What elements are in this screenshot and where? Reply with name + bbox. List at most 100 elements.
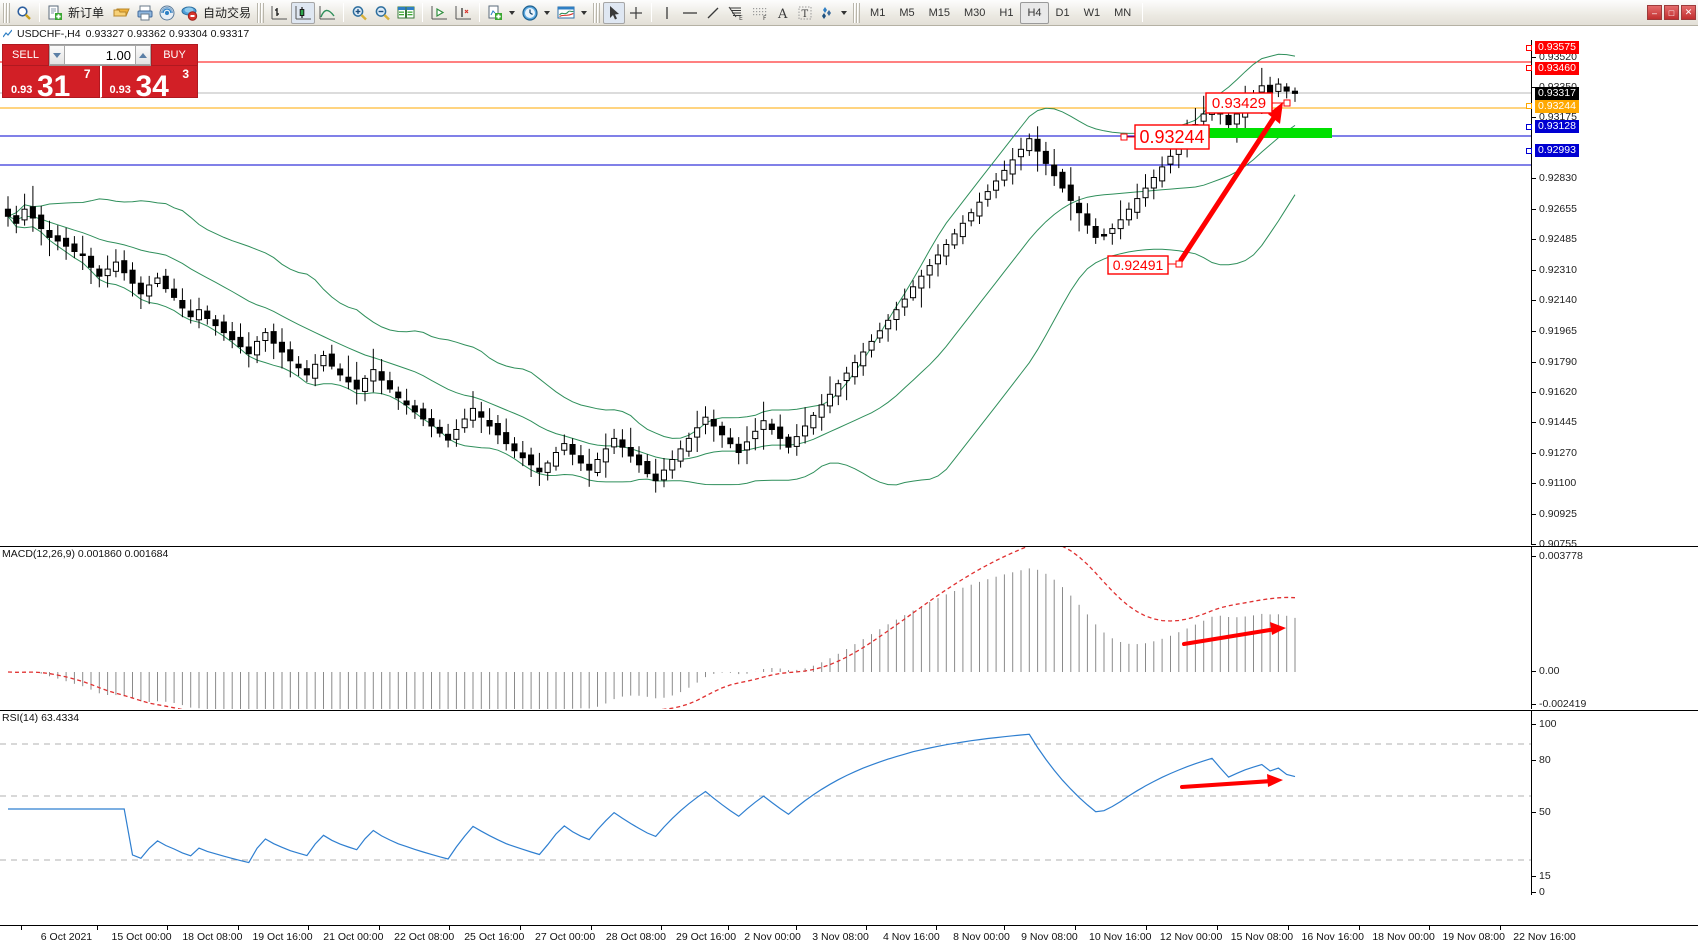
zoom-in-icon[interactable] bbox=[348, 2, 371, 24]
svg-text:F: F bbox=[763, 15, 767, 21]
time-tick bbox=[1216, 926, 1218, 930]
price-level-handle[interactable] bbox=[1526, 65, 1532, 72]
new-chart-icon[interactable] bbox=[484, 2, 506, 24]
chart-symbol-label: USDCHF-,H4 bbox=[17, 27, 81, 40]
timeframe-d1[interactable]: D1 bbox=[1055, 6, 1070, 19]
time-tick-label: 22 Oct 08:00 bbox=[394, 931, 455, 943]
buy-button[interactable]: BUY bbox=[151, 44, 198, 66]
volume-stepper[interactable]: 1.00 bbox=[49, 44, 151, 66]
price-level-badge[interactable]: 0.93317 bbox=[1535, 86, 1579, 100]
price-level-badge[interactable]: 0.92993 bbox=[1535, 144, 1579, 158]
price-level-badge[interactable]: 0.93244 bbox=[1535, 99, 1579, 113]
annotation-0-93244: 0.93244 bbox=[1120, 124, 1210, 150]
rsi-plot-area[interactable] bbox=[0, 711, 1531, 895]
equidistant-channel-icon[interactable]: F bbox=[748, 2, 772, 24]
new-order-icon[interactable] bbox=[44, 2, 66, 24]
grid-icon[interactable] bbox=[451, 2, 475, 24]
sell-button[interactable]: SELL bbox=[2, 44, 49, 66]
time-tick-label: 18 Oct 08:00 bbox=[182, 931, 243, 943]
price-level-badge[interactable]: 0.93575 bbox=[1535, 41, 1579, 55]
timeframe-w1[interactable]: W1 bbox=[1083, 6, 1101, 19]
objects-icon[interactable] bbox=[816, 2, 838, 24]
bar-chart-icon[interactable] bbox=[267, 2, 291, 24]
period-dropdown-icon[interactable] bbox=[544, 10, 551, 15]
rsi-label: RSI(14) 63.4334 bbox=[2, 712, 80, 724]
rsi-svg bbox=[0, 733, 1531, 864]
period-icon[interactable] bbox=[519, 2, 541, 24]
price-level-handle[interactable] bbox=[1526, 123, 1532, 130]
line-chart-icon[interactable] bbox=[315, 2, 339, 24]
indicators-dropdown-icon[interactable] bbox=[581, 10, 588, 15]
price-level-badge[interactable]: 0.93128 bbox=[1535, 120, 1579, 134]
new-chart-dropdown-icon[interactable] bbox=[509, 10, 516, 15]
time-axis[interactable]: 6 Oct 2021 15 Oct 00:00 18 Oct 08:00 19 Oct… bbox=[0, 925, 1698, 950]
vline-icon[interactable] bbox=[656, 2, 678, 24]
price-plot-area[interactable]: 0.93429 0.93244 0.92491 bbox=[0, 40, 1531, 545]
price-level-badge[interactable]: 0.93460 bbox=[1535, 61, 1579, 75]
printer-icon[interactable] bbox=[134, 2, 156, 24]
close-button[interactable]: ✕ bbox=[1681, 5, 1696, 20]
timeframe-m15[interactable]: M15 bbox=[928, 6, 950, 19]
toolbar-grip[interactable] bbox=[3, 2, 10, 23]
objects-dropdown-icon[interactable] bbox=[841, 10, 848, 15]
trendline-icon[interactable] bbox=[702, 2, 724, 24]
sell-price-display[interactable]: 0.93 31 7 bbox=[2, 66, 100, 98]
sell-price-main: 31 bbox=[37, 70, 71, 98]
chart-ohlc-values: 0.93327 0.93362 0.93304 0.93317 bbox=[85, 27, 250, 40]
time-tick-label: 29 Oct 16:00 bbox=[675, 931, 737, 943]
time-tick bbox=[167, 926, 169, 930]
toolbar-grip-3[interactable] bbox=[593, 2, 601, 23]
zoom-out-icon[interactable] bbox=[371, 2, 394, 24]
rsi-scale[interactable]: 100 80 50 15 0 bbox=[1531, 711, 1698, 898]
timeframe-m5[interactable]: M5 bbox=[899, 6, 915, 19]
indicators-icon[interactable] bbox=[554, 2, 578, 24]
time-tick bbox=[1358, 926, 1360, 930]
new-order-label[interactable]: 新订单 bbox=[68, 6, 105, 20]
price-pane[interactable]: 0.93429 0.93244 0.92491 bbox=[0, 40, 1698, 550]
macd-scale[interactable]: 0.003778 0.00 -0.002419 bbox=[1531, 547, 1698, 710]
timeframe-h1[interactable]: H1 bbox=[999, 6, 1014, 19]
folder-icon[interactable] bbox=[110, 2, 134, 24]
cursor-icon[interactable] bbox=[603, 1, 626, 24]
time-tick bbox=[308, 926, 310, 930]
sell-price-fraction: 7 bbox=[83, 67, 91, 81]
timeframe-m1[interactable]: M1 bbox=[870, 6, 886, 19]
label-icon[interactable]: T bbox=[794, 2, 816, 24]
hline-icon[interactable] bbox=[678, 2, 702, 24]
autotrading-icon[interactable] bbox=[178, 2, 201, 24]
data-window-icon[interactable] bbox=[427, 2, 451, 24]
price-chart-svg: 0.93429 0.93244 0.92491 bbox=[0, 53, 1531, 493]
macd-svg bbox=[7, 547, 1296, 709]
price-level-handle[interactable] bbox=[1526, 147, 1532, 154]
candlestick-icon[interactable] bbox=[291, 1, 316, 24]
volume-increment-button[interactable] bbox=[135, 45, 151, 65]
fibonacci-icon[interactable]: E bbox=[724, 2, 748, 24]
time-tick bbox=[936, 926, 938, 930]
chart-symbol-icon bbox=[3, 29, 12, 38]
timeframe-m30[interactable]: M30 bbox=[964, 6, 986, 19]
volume-decrement-button[interactable] bbox=[49, 45, 65, 65]
price-scale[interactable]: 0.935200.933500.931750.928300.926550.924… bbox=[1526, 40, 1698, 550]
text-icon[interactable]: A bbox=[772, 2, 794, 24]
minimize-button[interactable]: – bbox=[1647, 5, 1662, 20]
macd-pane[interactable]: MACD(12,26,9) 0.001860 0.001684 0.003778… bbox=[0, 546, 1698, 710]
crosshair-icon[interactable] bbox=[625, 2, 647, 24]
tile-windows-icon[interactable] bbox=[394, 2, 418, 24]
rsi-pane[interactable]: RSI(14) 63.4334 100 80 50 15 0 bbox=[0, 710, 1698, 898]
search-icon[interactable] bbox=[13, 2, 35, 24]
time-tick-label: 25 Oct 16:00 bbox=[464, 931, 525, 943]
restore-button[interactable]: □ bbox=[1664, 5, 1679, 20]
toolbar-grip-4[interactable] bbox=[853, 2, 861, 23]
timeframe-h4[interactable]: H4 bbox=[1020, 1, 1049, 24]
price-level-handle[interactable] bbox=[1526, 103, 1532, 110]
volume-input[interactable]: 1.00 bbox=[65, 45, 135, 65]
macd-plot-area[interactable] bbox=[0, 547, 1531, 709]
price-level-handle[interactable] bbox=[1526, 44, 1532, 51]
time-tick bbox=[661, 926, 663, 930]
auto-trading-label[interactable]: 自动交易 bbox=[203, 6, 252, 20]
broadcast-icon[interactable] bbox=[156, 2, 178, 24]
time-tick-label: 3 Nov 08:00 bbox=[812, 931, 869, 943]
timeframe-mn[interactable]: MN bbox=[1114, 6, 1132, 19]
buy-price-display[interactable]: 0.93 34 3 bbox=[99, 66, 198, 98]
toolbar-grip-2[interactable] bbox=[257, 2, 265, 23]
